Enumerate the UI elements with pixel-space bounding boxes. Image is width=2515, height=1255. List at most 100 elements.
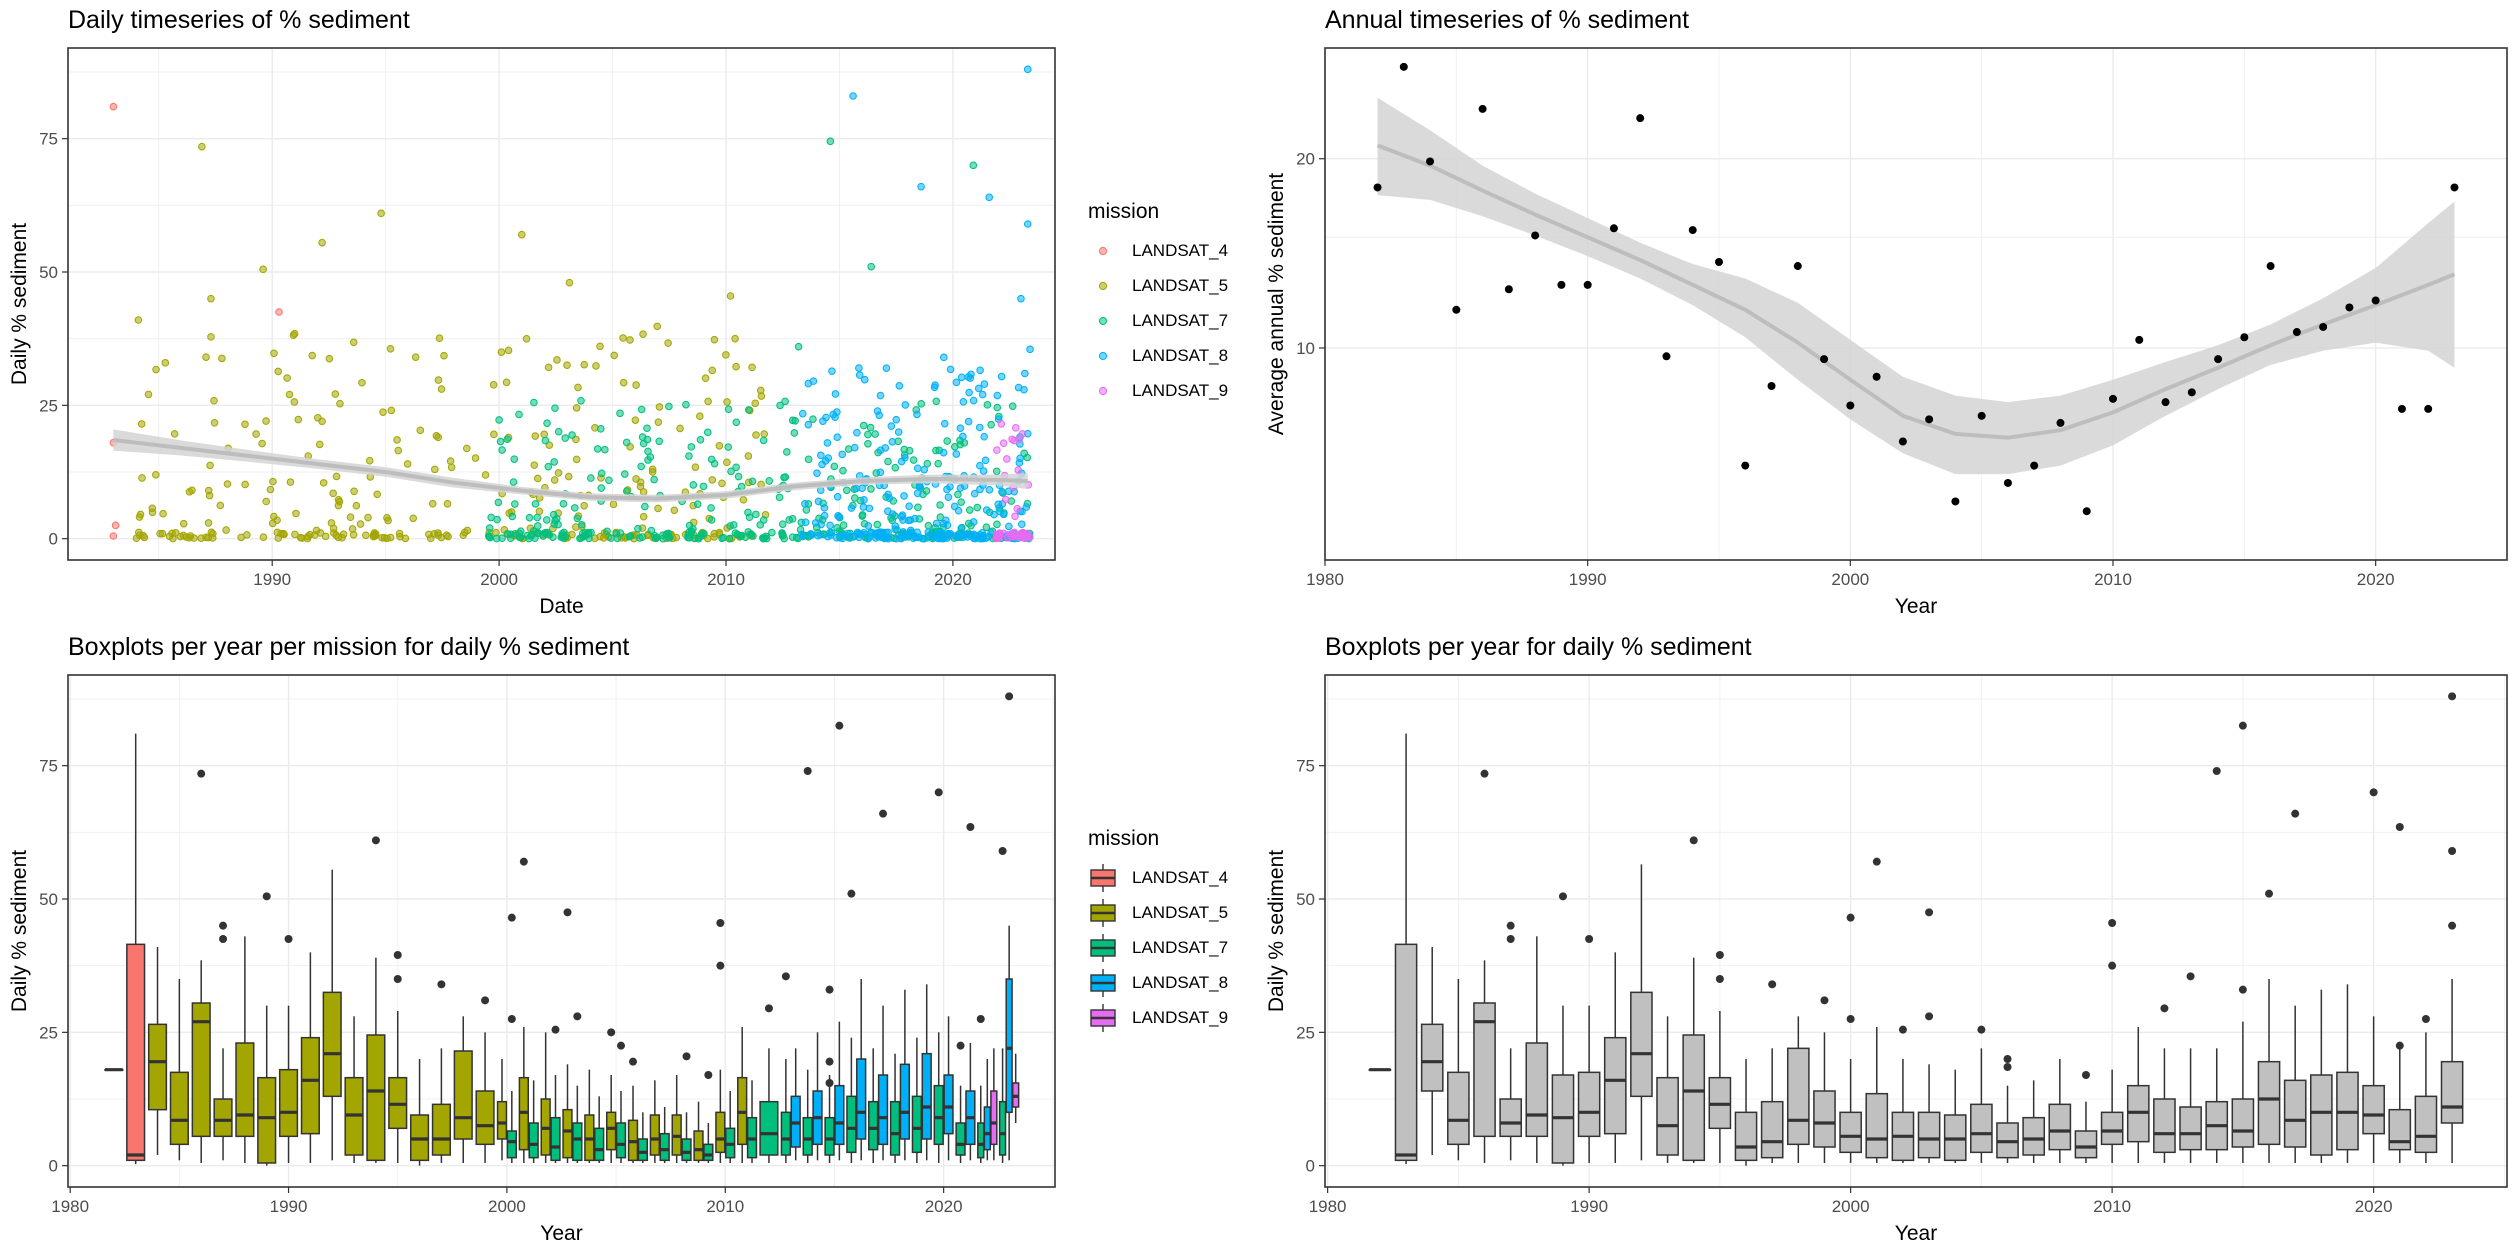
point-landsat_8 xyxy=(907,528,915,537)
point-landsat_7 xyxy=(699,482,708,491)
annual-mean-point xyxy=(1478,104,1487,113)
box-outlier xyxy=(563,908,572,917)
point-landsat_5 xyxy=(179,531,188,540)
box-landsat_8 xyxy=(877,1074,889,1146)
point-landsat_8 xyxy=(943,485,951,494)
legend-label: LANDSAT_5 xyxy=(1132,276,1229,295)
point-landsat_5 xyxy=(259,533,268,542)
point-landsat_5 xyxy=(715,442,724,450)
point-landsat_8 xyxy=(900,492,908,500)
point-landsat_5 xyxy=(349,338,358,347)
box-outlier xyxy=(371,836,380,845)
annual-mean-point xyxy=(1636,114,1645,123)
annual-mean-point xyxy=(2397,404,2406,413)
point-landsat_5 xyxy=(572,455,581,464)
point-landsat_8 xyxy=(953,532,962,540)
point-landsat_8 xyxy=(892,534,901,543)
legend-label: LANDSAT_4 xyxy=(1132,241,1229,260)
annual-mean-point xyxy=(1609,224,1618,233)
box-outlier xyxy=(481,996,490,1005)
point-landsat_7 xyxy=(923,459,932,468)
annual-mean-point xyxy=(2266,262,2275,271)
point-landsat_8 xyxy=(990,510,998,519)
point-landsat_7 xyxy=(965,506,974,514)
box-year xyxy=(1839,1111,1862,1154)
box-landsat_7 xyxy=(998,1100,1007,1156)
box-landsat_7 xyxy=(572,1122,583,1162)
point-landsat_5 xyxy=(471,454,480,462)
point-landsat_5 xyxy=(701,374,710,382)
point-landsat_7 xyxy=(725,534,734,543)
point-landsat_7 xyxy=(982,523,991,531)
point-landsat_5 xyxy=(530,461,539,469)
point-landsat_5 xyxy=(744,452,753,460)
box-outlier xyxy=(197,769,206,778)
point-landsat_5 xyxy=(383,514,391,522)
legend-key xyxy=(1088,376,1118,406)
point-landsat_8 xyxy=(844,533,853,542)
point-landsat_5 xyxy=(564,472,573,481)
annual-mean-point xyxy=(1557,280,1566,289)
point-landsat_7 xyxy=(992,467,1001,476)
point-landsat_5 xyxy=(554,469,563,477)
box-outlier xyxy=(1585,935,1594,943)
point-landsat_7 xyxy=(748,477,757,486)
point-landsat_5 xyxy=(565,278,574,287)
box-landsat_4 xyxy=(126,943,146,1162)
point-landsat_7 xyxy=(635,534,644,542)
box-outlier xyxy=(2448,692,2457,701)
point-landsat_7 xyxy=(844,445,853,453)
point-landsat_7 xyxy=(577,520,586,529)
annual-mean-point xyxy=(2187,388,2196,397)
point-landsat_8 xyxy=(876,468,885,477)
point-landsat_9 xyxy=(1018,430,1027,438)
box-landsat_8 xyxy=(921,1052,932,1140)
point-landsat_7 xyxy=(622,438,631,447)
point-landsat_7 xyxy=(993,403,1002,412)
box-outlier xyxy=(716,919,725,927)
x-tick-label: 1980 xyxy=(51,1197,89,1216)
point-landsat_5 xyxy=(207,294,215,303)
box-outlier xyxy=(2003,1055,2012,1063)
point-landsat_8 xyxy=(970,489,979,498)
point-landsat_7 xyxy=(682,400,690,409)
point-landsat_8 xyxy=(847,504,856,512)
point-landsat_7 xyxy=(664,532,673,541)
y-tick-label: 75 xyxy=(39,757,58,776)
point-landsat_5 xyxy=(723,398,731,406)
point-landsat_7 xyxy=(605,476,613,485)
legend-point-swatch xyxy=(1098,351,1108,361)
point-landsat_5 xyxy=(223,480,232,488)
point-landsat_8 xyxy=(887,422,896,430)
point-landsat_8 xyxy=(993,391,1002,400)
box-year xyxy=(1917,1111,1941,1159)
point-landsat_7 xyxy=(765,477,774,485)
legend-item-landsat_8: LANDSAT_8 xyxy=(1088,341,1228,371)
box-outlier xyxy=(1846,1015,1855,1023)
box-landsat_7 xyxy=(550,1116,561,1162)
point-landsat_5 xyxy=(210,396,218,405)
point-landsat_5 xyxy=(572,404,581,412)
point-landsat_5 xyxy=(676,424,684,433)
point-landsat_7 xyxy=(804,455,813,464)
point-landsat_5 xyxy=(447,463,456,472)
point-landsat_5 xyxy=(314,413,322,422)
point-landsat_8 xyxy=(814,497,823,506)
point-landsat_7 xyxy=(693,500,702,508)
box-year xyxy=(2414,1095,2438,1154)
point-landsat_7 xyxy=(597,469,606,478)
point-landsat_7 xyxy=(581,528,590,537)
box-landsat_7 xyxy=(955,1122,966,1156)
x-axis-title: Year xyxy=(1895,1222,1937,1245)
legend-key xyxy=(1088,236,1118,266)
point-landsat_7 xyxy=(718,534,726,543)
box-outlier xyxy=(2369,788,2378,797)
point-landsat_7 xyxy=(496,437,505,446)
legend-point-swatch xyxy=(1098,316,1108,326)
point-landsat_7 xyxy=(734,472,743,481)
box-outlier xyxy=(607,1028,616,1037)
point-landsat_5 xyxy=(756,386,765,395)
box-outlier xyxy=(2238,721,2247,730)
point-landsat_8 xyxy=(938,534,947,543)
point-landsat_7 xyxy=(951,442,959,451)
